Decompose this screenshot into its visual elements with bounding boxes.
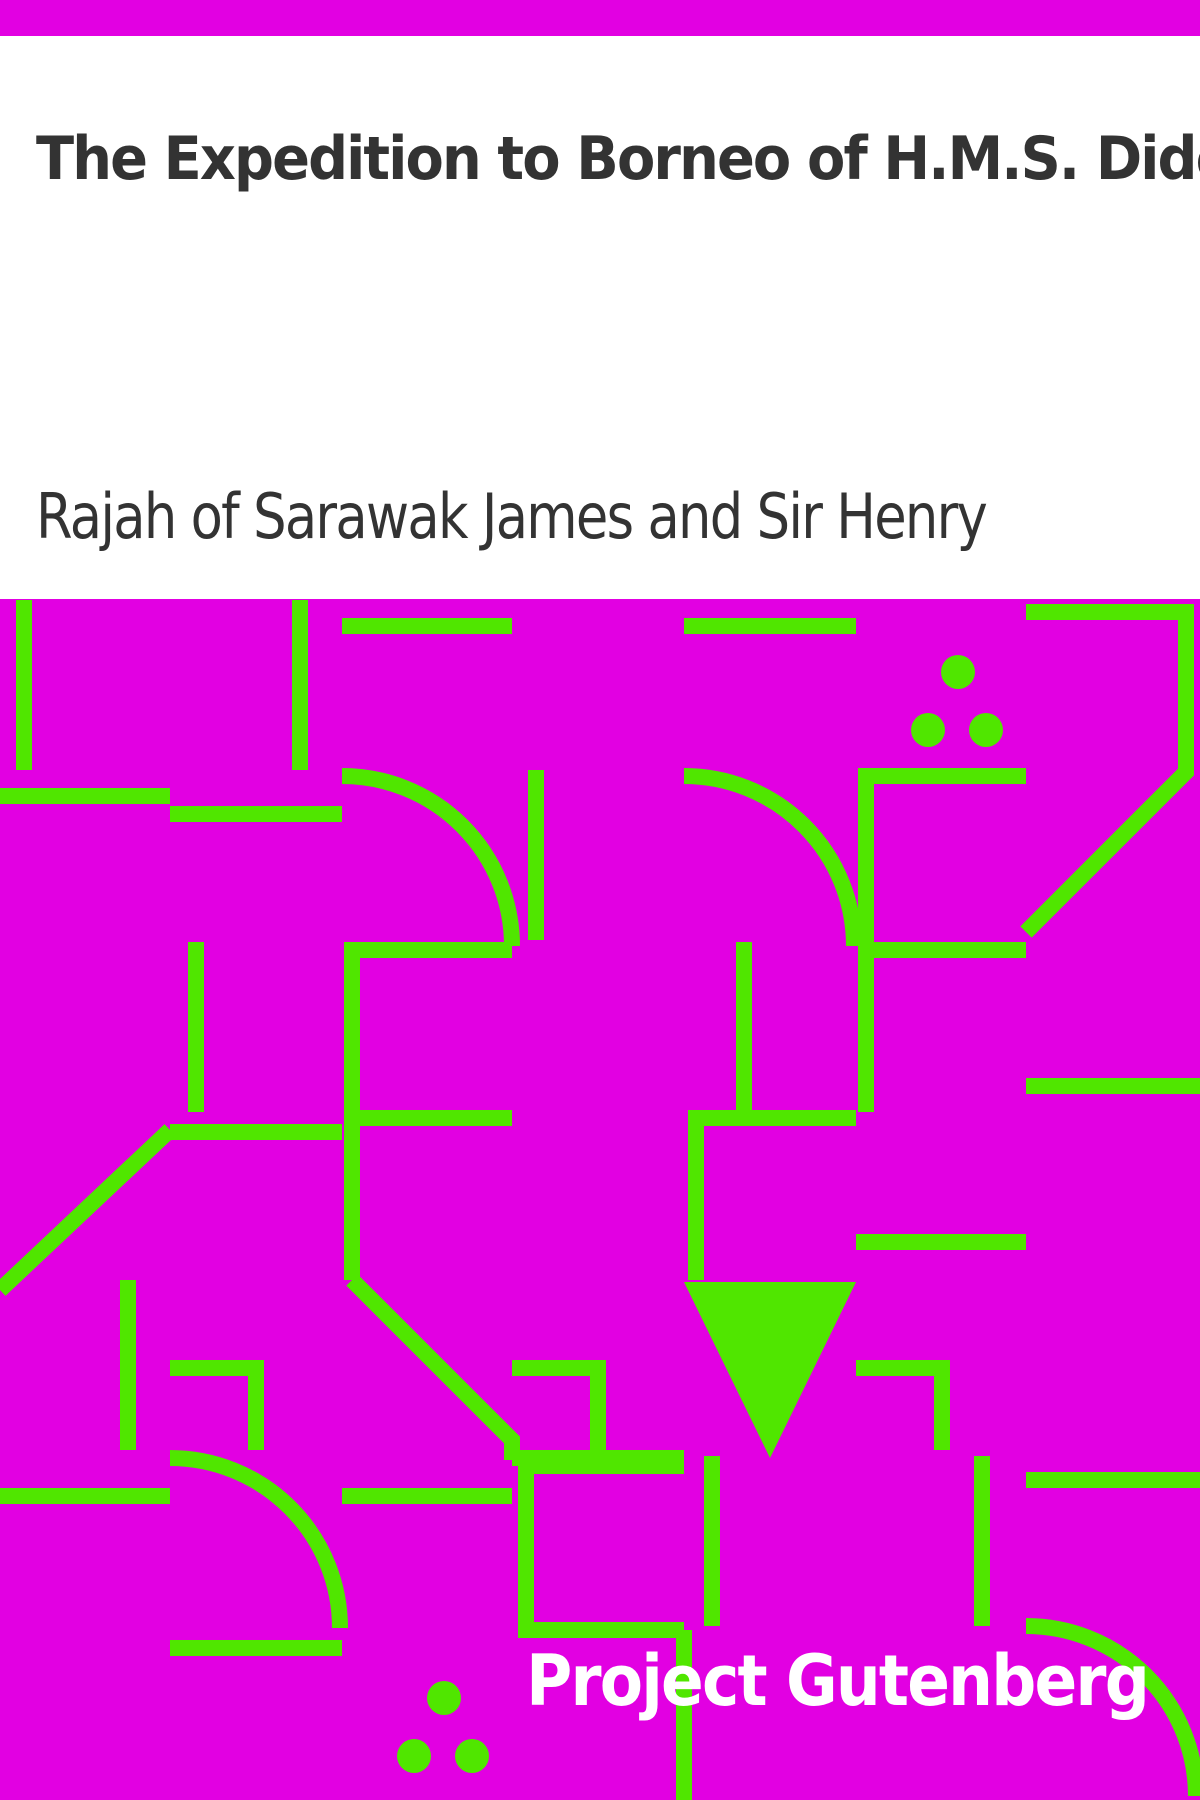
book-author: Rajah of Sarawak James and Sir Henry — [36, 480, 988, 553]
decorative-pattern — [0, 600, 1200, 1800]
title-panel: The Expedition to Borneo of H.M.S. Dido … — [0, 36, 1200, 599]
pattern-shapes — [397, 655, 1003, 1773]
publisher-name: Project Gutenberg — [526, 1640, 1150, 1722]
book-title: The Expedition to Borneo of H.M.S. Dido — [36, 124, 1200, 194]
pattern-lines — [0, 600, 1200, 1800]
top-color-band — [0, 0, 1200, 36]
